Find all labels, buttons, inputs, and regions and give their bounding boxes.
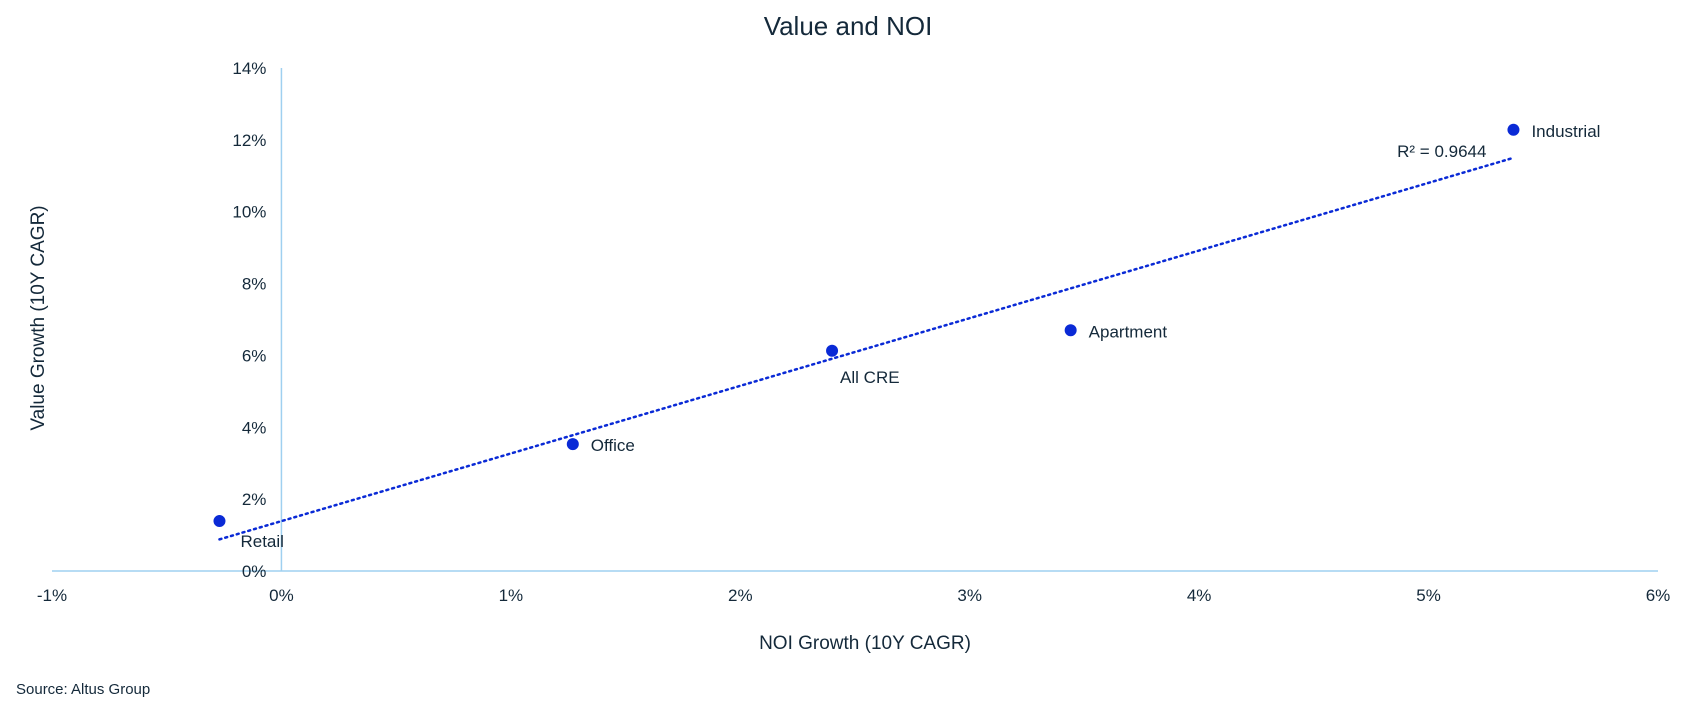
data-label: Industrial <box>1531 122 1600 141</box>
y-tick-label: 14% <box>232 59 266 78</box>
data-point-retail <box>213 515 226 528</box>
x-tick-label: 5% <box>1416 586 1441 605</box>
x-tick-label: 0% <box>269 586 294 605</box>
y-tick-label: 10% <box>232 203 266 222</box>
trendline <box>218 156 1515 541</box>
y-tick-label: 8% <box>242 275 267 294</box>
x-tick-label: -1% <box>37 586 67 605</box>
y-tick-label: 2% <box>242 490 267 509</box>
y-tick-label: 12% <box>232 131 266 150</box>
x-tick-label: 1% <box>499 586 524 605</box>
r-squared-label: R² = 0.9644 <box>1397 142 1486 161</box>
data-label: Office <box>591 436 635 455</box>
chart-title: Value and NOI <box>764 11 933 41</box>
data-label: Retail <box>240 532 283 551</box>
x-tick-label: 4% <box>1187 586 1212 605</box>
data-label: All CRE <box>840 368 900 387</box>
y-tick-label: 0% <box>242 562 267 581</box>
data-point-all-cre <box>826 344 839 357</box>
x-tick-label: 3% <box>957 586 982 605</box>
data-point-industrial <box>1507 123 1520 136</box>
data-point-apartment <box>1064 324 1077 337</box>
x-axis-label: NOI Growth (10Y CAGR) <box>759 633 971 654</box>
y-tick-label: 4% <box>242 418 267 437</box>
source-note: Source: Altus Group <box>16 681 150 698</box>
y-axis-label: Value Growth (10Y CAGR) <box>28 205 49 430</box>
data-point-office <box>566 438 579 451</box>
data-label: Apartment <box>1089 322 1168 341</box>
y-tick-label: 6% <box>242 346 267 365</box>
x-tick-label: 6% <box>1646 586 1671 605</box>
x-tick-label: 2% <box>728 586 753 605</box>
